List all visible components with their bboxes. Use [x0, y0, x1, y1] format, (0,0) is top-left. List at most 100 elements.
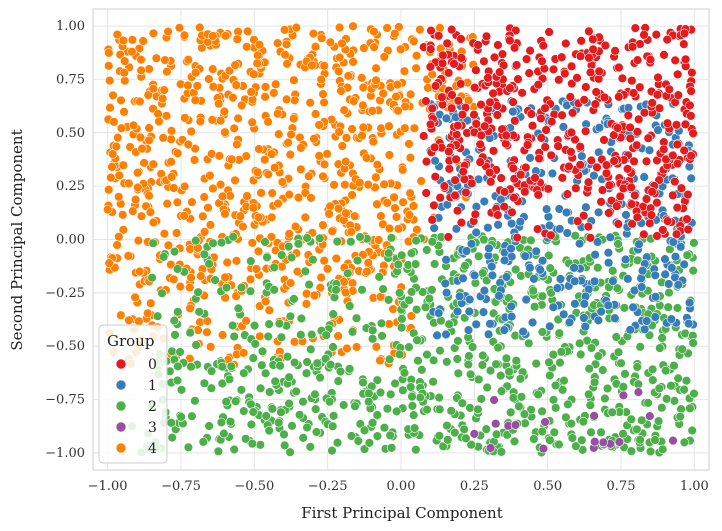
- data-point-group-4: [215, 179, 226, 190]
- data-point-group-2: [673, 373, 683, 384]
- data-point-group-4: [242, 42, 252, 52]
- data-point-group-2: [347, 327, 358, 337]
- data-point-group-2: [305, 442, 315, 452]
- data-point-group-0: [447, 24, 457, 35]
- data-point-group-2: [383, 295, 394, 305]
- data-point-group-4: [280, 49, 290, 60]
- data-point-group-4: [409, 36, 419, 46]
- data-point-group-4: [233, 113, 243, 124]
- data-point-group-3: [469, 429, 479, 439]
- data-point-group-0: [590, 99, 600, 109]
- data-point-group-4: [193, 325, 203, 335]
- data-point-group-2: [384, 248, 394, 258]
- data-point-group-1: [483, 223, 493, 233]
- data-point-group-2: [422, 245, 432, 255]
- y-tick-label: −0.75: [45, 393, 85, 408]
- data-point-group-0: [680, 119, 691, 130]
- data-point-group-4: [189, 155, 200, 165]
- data-point-group-4: [368, 137, 378, 147]
- data-point-group-1: [552, 283, 563, 293]
- data-point-group-4: [363, 179, 373, 190]
- data-point-group-4: [266, 232, 277, 242]
- data-point-group-2: [333, 376, 343, 386]
- data-point-group-0: [450, 175, 460, 185]
- data-point-group-1: [636, 273, 646, 284]
- data-point-group-0: [467, 178, 477, 189]
- data-point-group-2: [194, 307, 204, 317]
- data-point-group-4: [136, 211, 147, 221]
- data-point-group-2: [274, 418, 284, 428]
- data-point-group-4: [143, 90, 154, 100]
- data-point-group-0: [609, 156, 619, 166]
- data-point-group-1: [639, 172, 649, 182]
- data-point-group-2: [257, 346, 268, 357]
- data-point-group-0: [447, 90, 457, 100]
- data-point-group-4: [162, 66, 172, 77]
- x-tick-label: 0.25: [460, 479, 489, 494]
- data-point-group-2: [422, 404, 432, 415]
- data-point-group-4: [289, 337, 300, 347]
- data-point-group-0: [536, 133, 546, 143]
- data-point-group-0: [493, 40, 503, 50]
- data-point-group-2: [206, 366, 217, 376]
- data-point-group-3: [633, 387, 644, 397]
- data-point-group-0: [614, 92, 624, 102]
- data-point-group-4: [389, 192, 399, 203]
- data-point-group-4: [115, 49, 125, 60]
- data-point-group-0: [505, 83, 515, 93]
- data-point-group-4: [232, 139, 242, 150]
- data-point-group-0: [623, 110, 633, 121]
- data-point-group-2: [607, 407, 617, 417]
- data-point-group-2: [157, 288, 167, 298]
- data-point-group-2: [514, 401, 524, 411]
- data-point-group-0: [451, 154, 461, 165]
- data-point-group-1: [518, 326, 528, 337]
- data-point-group-4: [118, 225, 129, 235]
- data-point-group-1: [483, 329, 494, 339]
- data-point-group-0: [670, 176, 680, 187]
- data-point-group-2: [406, 382, 416, 392]
- data-point-group-4: [246, 87, 256, 97]
- data-point-group-1: [596, 306, 606, 317]
- data-point-group-0: [525, 45, 535, 56]
- data-point-group-0: [480, 121, 490, 131]
- data-point-group-0: [437, 92, 447, 102]
- data-point-group-4: [290, 95, 300, 106]
- data-point-group-4: [119, 67, 129, 78]
- data-point-group-4: [281, 94, 292, 105]
- legend-marker-3: [115, 421, 127, 433]
- data-point-group-4: [247, 94, 258, 105]
- data-point-group-2: [446, 406, 456, 416]
- data-point-group-4: [390, 203, 400, 213]
- data-point-group-4: [118, 160, 129, 170]
- data-point-group-2: [632, 424, 642, 435]
- y-axis-title: Second Principal Component: [8, 129, 26, 350]
- data-point-group-4: [104, 258, 114, 268]
- data-point-group-2: [533, 389, 543, 400]
- data-point-group-2: [596, 427, 606, 437]
- data-point-group-4: [107, 149, 118, 159]
- data-point-group-2: [213, 446, 224, 456]
- legend-label-4: 4: [148, 441, 157, 457]
- data-point-group-4: [120, 75, 130, 86]
- data-point-group-2: [304, 279, 314, 290]
- data-point-group-2: [545, 370, 555, 381]
- data-point-group-4: [415, 24, 425, 35]
- data-point-group-4: [128, 120, 139, 131]
- data-point-group-4: [114, 232, 124, 242]
- data-point-group-2: [688, 338, 698, 348]
- data-point-group-2: [511, 356, 521, 366]
- data-point-group-0: [679, 39, 689, 49]
- y-tick-label: 0.75: [56, 72, 85, 87]
- data-point-group-0: [442, 38, 452, 48]
- data-point-group-2: [429, 259, 440, 269]
- data-point-group-4: [423, 83, 433, 93]
- data-point-group-2: [190, 396, 200, 406]
- data-point-group-0: [485, 167, 495, 178]
- data-point-group-0: [561, 38, 571, 49]
- data-point-group-0: [429, 142, 440, 153]
- data-point-group-1: [558, 122, 569, 132]
- data-point-group-4: [171, 228, 182, 238]
- data-point-group-0: [618, 183, 629, 194]
- data-point-group-2: [359, 425, 370, 436]
